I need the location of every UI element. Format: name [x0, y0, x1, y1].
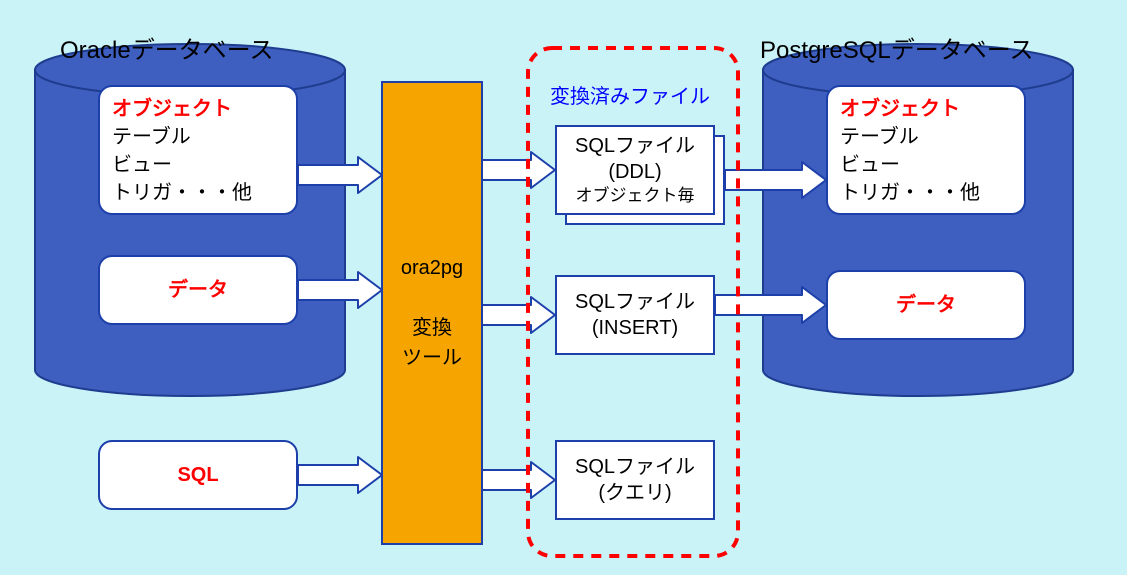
filebox-query-line: SQLファイル [575, 454, 695, 480]
filebox-ddl: SQLファイル(DDL)オブジェクト毎 [555, 125, 715, 215]
ora2pg-tool-label: ora2pg 変換 ツール [382, 253, 482, 373]
arrow-tool-to-ddl [482, 152, 555, 188]
filebox-ddl-line: オブジェクト毎 [576, 185, 695, 207]
title-postgres: PostgreSQLデータベース [760, 30, 1034, 65]
converted-files-label: 変換済みファイル [550, 80, 710, 109]
box-postgres-data-header: データ [840, 291, 1012, 319]
box-sql: SQL [98, 440, 298, 510]
filebox-insert-line: SQLファイル [575, 289, 695, 315]
box-oracle-data-header: データ [112, 276, 284, 304]
box-postgres-objects-line: ビュー [840, 151, 1012, 179]
box-postgres-data: データ [826, 270, 1026, 340]
filebox-ddl-line: SQLファイル [575, 133, 695, 159]
box-postgres-objects-header: オブジェクト [840, 95, 1012, 123]
filebox-query-line: (クエリ) [598, 480, 671, 506]
box-postgres-objects: オブジェクトテーブルビュートリガ・・・他 [826, 85, 1026, 215]
box-oracle-objects-line: テーブル [112, 123, 284, 151]
arrow-tool-to-insert [482, 297, 555, 333]
arrow-tool-to-query [482, 462, 555, 498]
filebox-insert-line: (INSERT) [592, 315, 678, 341]
box-sql-header: SQL [112, 461, 284, 489]
diagram-stage: Oracleデータベース PostgreSQLデータベース変換済みファイル ora2… [0, 0, 1127, 575]
title-oracle: Oracleデータベース [60, 30, 274, 65]
filebox-query: SQLファイル(クエリ) [555, 440, 715, 520]
box-oracle-objects: オブジェクトテーブルビュートリガ・・・他 [98, 85, 298, 215]
filebox-insert: SQLファイル(INSERT) [555, 275, 715, 355]
box-postgres-objects-line: テーブル [840, 123, 1012, 151]
box-oracle-data: データ [98, 255, 298, 325]
box-postgres-objects-line: トリガ・・・他 [840, 179, 1012, 207]
arrow-sql-to-tool [298, 457, 382, 493]
box-oracle-objects-header: オブジェクト [112, 95, 284, 123]
box-oracle-objects-line: ビュー [112, 151, 284, 179]
filebox-ddl-line: (DDL) [608, 159, 661, 185]
box-oracle-objects-line: トリガ・・・他 [112, 179, 284, 207]
